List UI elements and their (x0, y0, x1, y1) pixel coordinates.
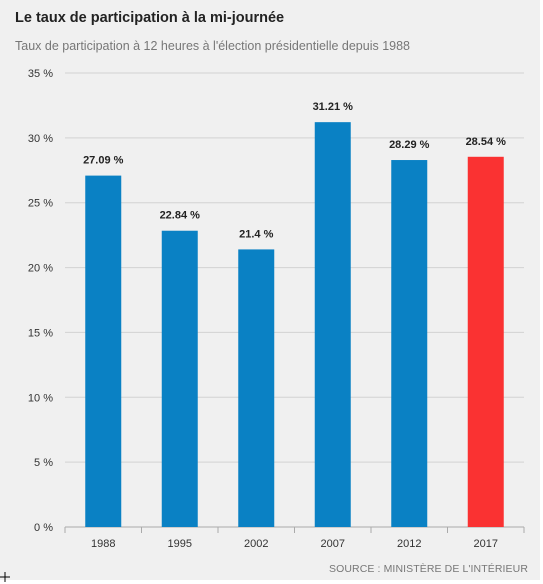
y-tick-label: 30 % (28, 133, 53, 145)
x-tick-label: 2002 (244, 538, 268, 550)
bar-2002 (238, 249, 275, 527)
bar-2007 (314, 122, 351, 527)
data-label-2017: 28.54 % (466, 136, 507, 148)
bar-1995 (161, 230, 198, 527)
y-tick-label: 25 % (28, 198, 53, 210)
x-tick-label: 2017 (474, 538, 498, 550)
x-tick-label: 1988 (91, 538, 115, 550)
bar-2017 (467, 156, 504, 528)
y-tick-label: 0 % (34, 522, 53, 534)
x-tick-label: 1995 (168, 538, 192, 550)
data-label-2012: 28.29 % (389, 139, 430, 151)
chart-subtitle: Taux de participation à 12 heures à l'él… (15, 39, 411, 53)
chart-title: Le taux de participation à la mi-journée (15, 10, 285, 26)
source-note: SOURCE : MINISTÈRE DE L'INTÉRIEUR (329, 563, 528, 575)
y-tick-label: 5 % (34, 457, 53, 469)
data-label-1995: 22.84 % (160, 210, 201, 222)
bar-chart: 0 % 5 % 10 % 15 % 20 % 25 % 30 % 35 % 27.09 % 198… (28, 68, 525, 550)
x-tick-label: 2012 (397, 538, 421, 550)
y-tick-label: 35 % (28, 68, 53, 80)
x-tick-label: 2007 (321, 538, 345, 550)
y-tick-label: 20 % (28, 263, 53, 275)
bar-2012 (391, 160, 428, 528)
y-tick-label: 10 % (28, 392, 53, 404)
bar-1988 (85, 175, 122, 527)
y-tick-label: 15 % (28, 327, 53, 339)
data-label-1988: 27.09 % (83, 155, 124, 167)
data-label-2007: 31.21 % (313, 101, 354, 113)
crosshair-cursor-icon (0, 572, 10, 582)
data-label-2002: 21.4 % (239, 228, 273, 240)
